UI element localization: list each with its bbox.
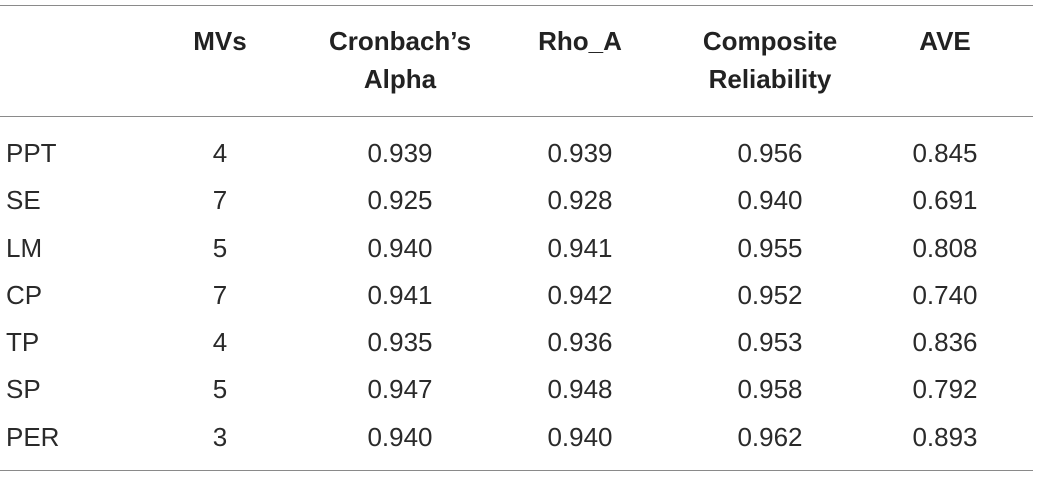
cell-composite-reliability: 0.953 — [737, 327, 803, 358]
cell-composite-reliability: 0.940 — [737, 185, 803, 216]
table-row: PER 3 0.940 0.940 0.962 0.893 — [0, 415, 1033, 462]
cell-rho-a: 0.942 — [547, 279, 613, 310]
cell-mvs: 3 — [212, 421, 228, 452]
cell-cronbachs-alpha: 0.947 — [367, 374, 433, 405]
header-cell-ave: AVE — [890, 22, 1000, 60]
table-header-row: MVs Cronbach’s Alpha Rho_A Composite Rel… — [0, 22, 1033, 102]
header-line: MVs — [193, 26, 247, 56]
header-line: Reliability — [708, 64, 832, 94]
cell-rho-a: 0.936 — [547, 327, 613, 358]
header-line: AVE — [919, 26, 971, 56]
cell-construct: SE — [6, 185, 41, 216]
cell-construct: PER — [6, 421, 60, 452]
cell-ave: 0.691 — [912, 185, 978, 216]
cell-rho-a: 0.928 — [547, 185, 613, 216]
cell-mvs: 5 — [212, 232, 228, 263]
cell-mvs: 4 — [212, 138, 228, 168]
header-line: Cronbach’s — [328, 26, 472, 56]
header-line: Composite — [702, 26, 838, 56]
table-top-rule — [0, 5, 1033, 6]
table-row: SE 7 0.925 0.928 0.940 0.691 — [0, 178, 1033, 225]
cell-construct: PPT — [6, 138, 57, 168]
table-row: SP 5 0.947 0.948 0.958 0.792 — [0, 367, 1033, 414]
cell-mvs: 7 — [212, 279, 228, 310]
header-line: Alpha — [363, 64, 437, 94]
cell-construct: CP — [6, 279, 43, 310]
cell-mvs: 7 — [212, 185, 228, 216]
cell-cronbachs-alpha: 0.940 — [367, 232, 433, 263]
cell-composite-reliability: 0.955 — [737, 232, 803, 263]
cell-composite-reliability: 0.952 — [737, 279, 803, 310]
cell-ave: 0.740 — [912, 279, 978, 310]
table-body: PPT 4 0.939 0.939 0.956 0.845 SE 7 0.925 0.928 0.9… — [0, 131, 1033, 462]
cell-ave: 0.792 — [912, 374, 978, 405]
cell-cronbachs-alpha: 0.941 — [367, 279, 433, 310]
table-bottom-rule — [0, 470, 1033, 471]
header-line: Rho_A — [538, 26, 622, 56]
cell-rho-a: 0.939 — [547, 138, 613, 168]
cell-construct: SP — [6, 374, 41, 405]
cell-construct: TP — [6, 327, 40, 358]
cell-cronbachs-alpha: 0.935 — [367, 327, 433, 358]
header-cell-composite-reliability: Composite Reliability — [680, 22, 860, 98]
cell-composite-reliability: 0.958 — [737, 374, 803, 405]
table-row: PPT 4 0.939 0.939 0.956 0.845 — [0, 131, 1033, 178]
cell-cronbachs-alpha: 0.939 — [367, 138, 433, 168]
table-header-rule — [0, 116, 1033, 117]
cell-mvs: 4 — [212, 327, 228, 358]
table-row: LM 5 0.940 0.941 0.955 0.808 — [0, 226, 1033, 273]
cell-ave: 0.893 — [912, 421, 978, 452]
cell-composite-reliability: 0.962 — [737, 421, 803, 452]
header-cell-mvs: MVs — [160, 22, 280, 60]
cell-mvs: 5 — [212, 374, 228, 405]
cell-rho-a: 0.948 — [547, 374, 613, 405]
cell-cronbachs-alpha: 0.925 — [367, 185, 433, 216]
table-row: CP 7 0.941 0.942 0.952 0.740 — [0, 273, 1033, 320]
cell-rho-a: 0.940 — [547, 421, 613, 452]
table-row: TP 4 0.935 0.936 0.953 0.836 — [0, 320, 1033, 367]
cell-composite-reliability: 0.956 — [737, 138, 803, 168]
cell-construct: LM — [6, 232, 43, 263]
header-cell-rho-a: Rho_A — [515, 22, 645, 60]
header-cell-cronbachs-alpha: Cronbach’s Alpha — [320, 22, 480, 98]
cell-cronbachs-alpha: 0.940 — [367, 421, 433, 452]
cell-ave: 0.808 — [912, 232, 978, 263]
cell-ave: 0.845 — [912, 138, 978, 168]
cell-rho-a: 0.941 — [547, 232, 613, 263]
cell-ave: 0.836 — [912, 327, 978, 358]
